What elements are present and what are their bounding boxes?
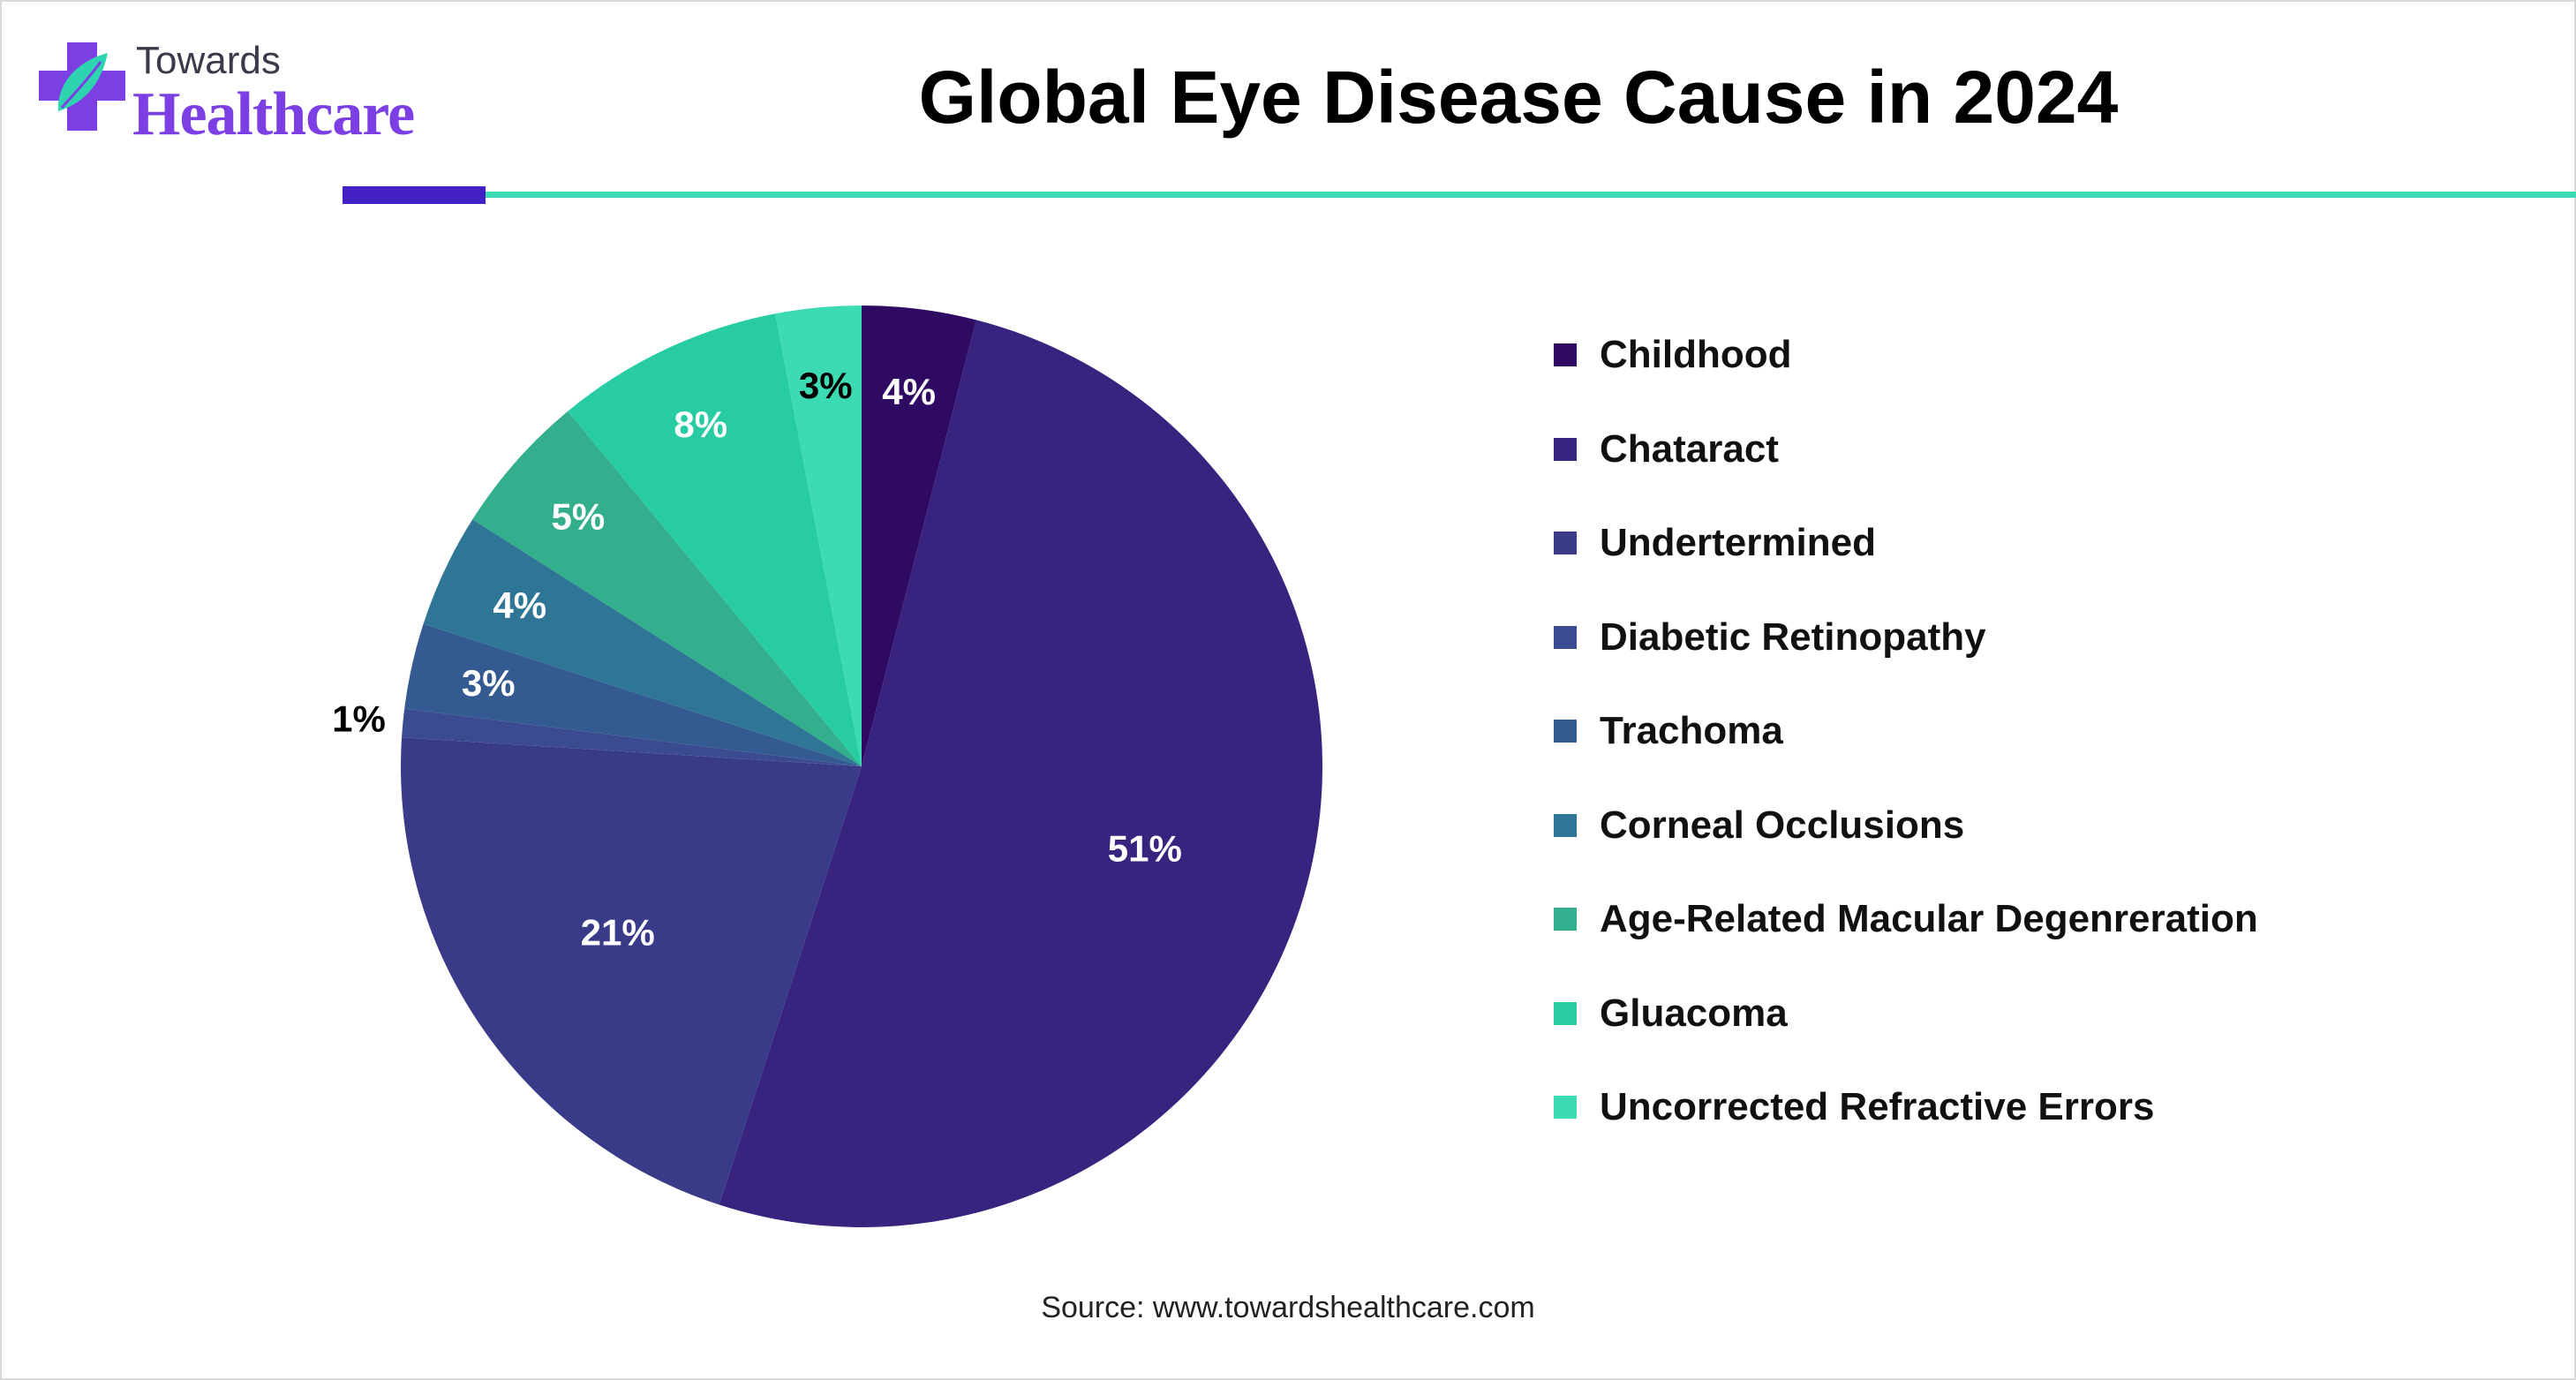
pie-data-label: 51% xyxy=(1108,828,1182,870)
pie-slice-gluacoma xyxy=(568,313,862,766)
pie-data-label: 21% xyxy=(581,911,655,953)
brand-logo: Towards Healthcare xyxy=(39,34,427,148)
legend-item: Corneal Occlusions xyxy=(1554,799,1964,852)
legend-item: Uncorrected Refractive Errors xyxy=(1554,1081,2154,1134)
legend-label: Undertermined xyxy=(1600,521,1876,564)
pie-slice-childhood xyxy=(862,305,976,766)
legend-label: Trachoma xyxy=(1600,709,1783,752)
legend-item: Chataract xyxy=(1554,423,1779,476)
title-rule-line xyxy=(486,192,2576,198)
legend-label: Childhood xyxy=(1600,333,1792,376)
legend-swatch xyxy=(1554,532,1577,554)
legend-swatch xyxy=(1554,720,1577,743)
legend-swatch xyxy=(1554,1001,1577,1025)
pie-data-label: 5% xyxy=(552,495,606,537)
legend-label: Age-Related Macular Degenreration xyxy=(1600,897,2258,940)
legend-item: Undertermined xyxy=(1554,517,1876,569)
pie-slice-age-related-macular-degenreration xyxy=(472,411,862,766)
pie-data-label: 8% xyxy=(674,403,727,445)
pie-slice-trachoma xyxy=(404,623,862,766)
legend-swatch xyxy=(1554,437,1577,461)
legend-item: Age-Related Macular Degenreration xyxy=(1554,893,2258,946)
medical-cross-icon xyxy=(39,42,125,131)
pie-data-label: 3% xyxy=(799,365,853,406)
pie-data-label: 3% xyxy=(462,662,516,704)
legend-swatch xyxy=(1554,908,1577,931)
pie-slice-chataract xyxy=(719,320,1323,1227)
legend-swatch xyxy=(1554,813,1577,837)
legend-item: Gluacoma xyxy=(1554,987,1788,1040)
legend-item: Childhood xyxy=(1554,328,1792,381)
pie-data-label: 4% xyxy=(493,584,546,626)
legend-swatch xyxy=(1554,625,1577,649)
pie-slice-uncorrected-refractive-errors xyxy=(775,305,862,766)
legend-label: Uncorrected Refractive Errors xyxy=(1600,1085,2155,1128)
pie-slice-corneal-occlusions xyxy=(423,519,862,766)
source-note: Source: www.towardshealthcare.com xyxy=(1041,1291,1535,1324)
legend-item: Trachoma xyxy=(1554,705,1783,758)
logo-towards-text: Towards xyxy=(136,39,281,82)
pie-slice-undertermined xyxy=(400,737,862,1205)
legend-label: Diabetic Retinopathy xyxy=(1600,615,1986,659)
logo-healthcare-text: Healthcare xyxy=(132,80,415,148)
chart-title: Global Eye Disease Cause in 2024 xyxy=(918,56,2119,139)
legend-swatch xyxy=(1554,1096,1577,1119)
legend-item: Diabetic Retinopathy xyxy=(1554,611,1986,664)
pie-slice-diabetic-retinopathy xyxy=(402,708,862,766)
title-rule-accent xyxy=(343,186,486,204)
legend-swatch xyxy=(1554,343,1577,366)
pie-chart: 4% 51% 21% 1% 3% 4% 5% 8% 3% xyxy=(332,305,1323,1227)
legend-label: Gluacoma xyxy=(1600,991,1788,1035)
pie-data-label: 1% xyxy=(332,698,386,740)
pie-data-label: 4% xyxy=(882,371,936,412)
legend-label: Corneal Occlusions xyxy=(1600,803,1965,847)
legend-label: Chataract xyxy=(1600,426,1779,471)
